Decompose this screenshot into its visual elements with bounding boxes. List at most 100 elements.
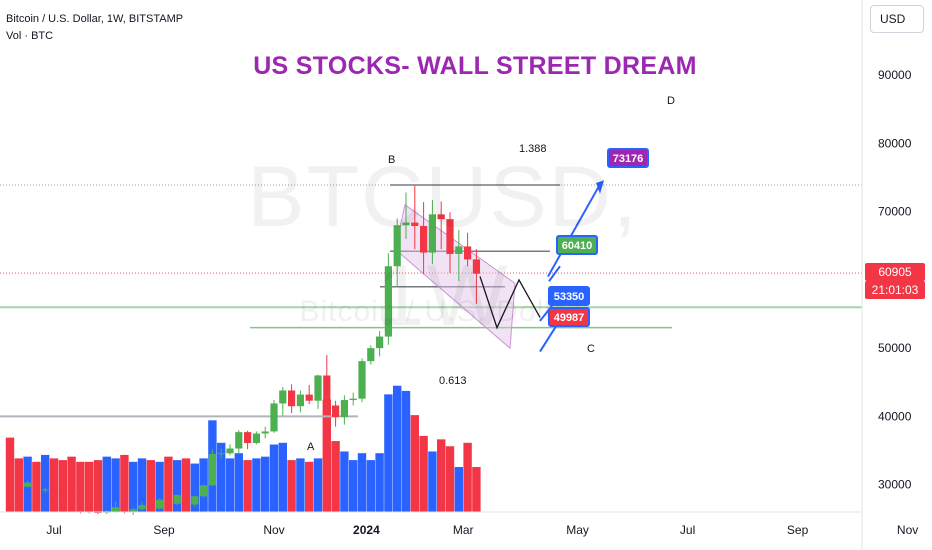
last-price-badge: 60905 <box>865 263 925 281</box>
candle-body <box>76 492 84 512</box>
volume-bar <box>287 460 296 512</box>
volume-bar <box>428 451 437 512</box>
volume-bar <box>261 456 270 512</box>
candle-body <box>235 432 243 449</box>
symbol-legend: Bitcoin / U.S. Dollar, 1W, BITSTAMP Vol … <box>6 11 183 45</box>
volume-bar <box>155 461 164 512</box>
volume-bar <box>384 394 393 512</box>
target-label-53350[interactable]: 53350 <box>548 286 590 306</box>
candle-body <box>349 398 357 401</box>
candle-body <box>32 482 40 491</box>
volume-bar <box>85 461 94 512</box>
price-tick-label: 30000 <box>878 478 912 492</box>
candle-body <box>455 246 463 254</box>
candle-body <box>279 390 287 404</box>
candle-body <box>164 499 172 504</box>
volume-bar <box>67 456 76 512</box>
volume-bar <box>366 460 375 512</box>
time-tick-label: May <box>566 523 589 537</box>
volume-bar <box>137 458 147 512</box>
watermark-symbol: BTCUSD, 1W <box>247 149 639 344</box>
volume-bar <box>5 437 15 512</box>
candle-body <box>332 405 340 418</box>
volume-bar <box>472 467 481 512</box>
volume-bar <box>41 454 50 512</box>
price-tick-label: 50000 <box>878 341 912 355</box>
volume-legend[interactable]: Vol · BTC <box>6 30 54 43</box>
candle-body <box>68 491 76 493</box>
candle-body <box>15 481 23 487</box>
volume-bar <box>58 460 67 512</box>
arrow-head <box>596 180 604 194</box>
volume-bar <box>173 460 182 512</box>
volume-bar <box>313 458 323 512</box>
wave-label-a: A <box>307 441 315 453</box>
candle-body <box>129 509 137 512</box>
candles <box>6 185 480 515</box>
price-tick-label: 40000 <box>878 409 912 423</box>
candle-body <box>446 219 454 254</box>
volume-bar <box>445 446 455 512</box>
target-label-49987[interactable]: 49987 <box>548 307 590 327</box>
candle-body <box>24 482 32 487</box>
target-label-60410[interactable]: 60410 <box>556 235 598 255</box>
candle-body <box>120 507 128 512</box>
candle-body <box>384 266 392 337</box>
candle-body <box>437 214 445 220</box>
volume-bar <box>393 385 402 512</box>
watermark-description: Bitcoin / U.S. Dollar <box>299 295 581 328</box>
volume-bar <box>243 460 252 512</box>
volume-bar <box>217 442 226 512</box>
candle-body <box>59 490 67 492</box>
volume-bar <box>181 458 191 512</box>
candle-body <box>261 431 269 434</box>
volume-bar <box>234 453 243 512</box>
candle-body <box>323 375 331 406</box>
candle-body <box>420 225 428 253</box>
candle-body <box>358 361 366 399</box>
volume-bar <box>190 463 199 512</box>
candle-body <box>464 246 472 260</box>
volume-bar <box>340 451 349 512</box>
symbol-title[interactable]: Bitcoin / U.S. Dollar, 1W, BITSTAMP <box>6 13 184 25</box>
candle-body <box>217 453 225 455</box>
volume-bar <box>225 458 235 512</box>
volume-bar <box>357 453 367 512</box>
candle-body <box>41 489 49 491</box>
target-label-73176[interactable]: 73176 <box>607 148 649 168</box>
volume-bar <box>437 439 446 512</box>
candle-body <box>428 214 436 253</box>
candle-body <box>340 400 348 418</box>
fib-label-1388: 1.388 <box>519 143 547 155</box>
volume-bar <box>349 460 358 512</box>
volume-bar <box>331 441 340 512</box>
volume-bar <box>401 390 411 512</box>
candle-body <box>305 394 313 401</box>
volume-bar <box>102 456 111 512</box>
volume-bar <box>129 461 138 512</box>
lower-arrow-line <box>539 325 557 353</box>
currency-button[interactable]: USD <box>870 5 924 33</box>
time-tick-label: Jul <box>680 523 695 537</box>
price-tick-label: 70000 <box>878 205 912 219</box>
volume-bar <box>375 453 384 512</box>
candle-body <box>270 403 278 432</box>
volume-bar <box>278 442 287 512</box>
candle-body <box>288 390 296 407</box>
volume-bar <box>76 461 85 512</box>
candle-body <box>296 394 304 407</box>
volume-bar <box>296 458 305 512</box>
volume-bar <box>120 454 129 512</box>
candle-body <box>472 259 480 274</box>
candle-body <box>393 225 401 267</box>
green-arrow-line <box>548 265 561 282</box>
time-tick-label: Sep <box>787 523 809 537</box>
candle-body <box>156 499 164 509</box>
time-tick-label: Nov <box>897 523 918 537</box>
volume-bar <box>164 456 173 512</box>
volume-bar <box>146 460 155 512</box>
volume-bars <box>5 385 481 512</box>
time-tick-label: Jul <box>46 523 61 537</box>
